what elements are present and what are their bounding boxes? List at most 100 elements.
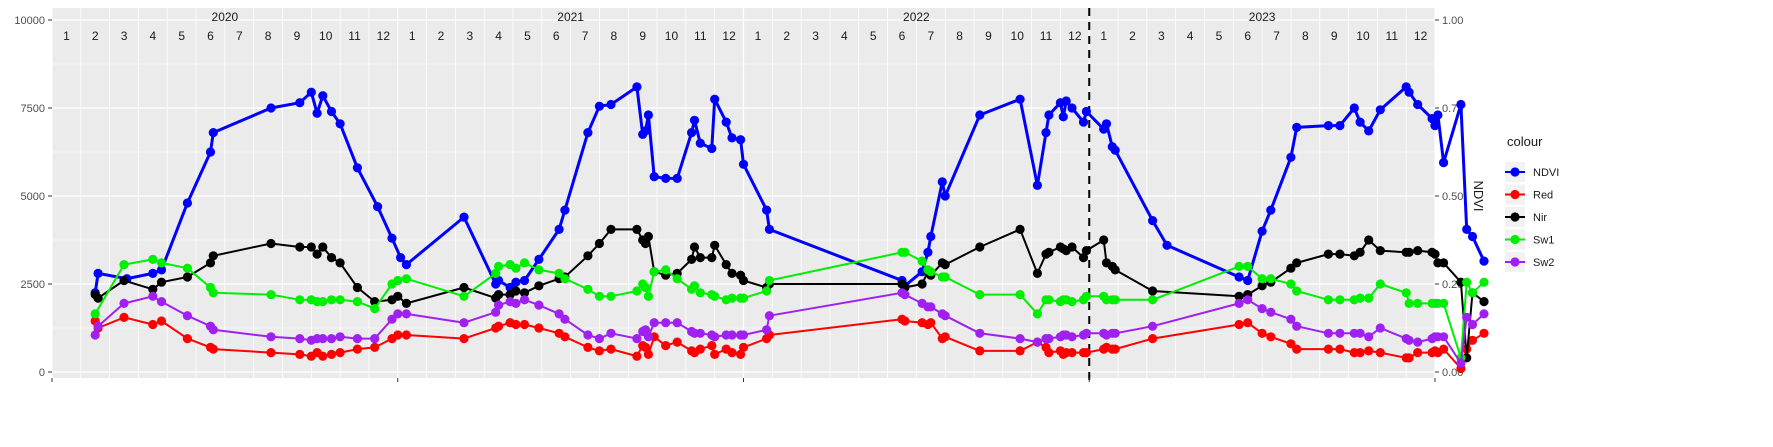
red-point — [318, 351, 328, 361]
nir-point — [511, 286, 521, 296]
sw1-point — [352, 297, 362, 307]
sw2-point — [640, 325, 651, 335]
red-point — [710, 349, 720, 359]
sw2-point — [1266, 307, 1276, 317]
ndvi-point — [318, 91, 328, 101]
ndvi-point — [1479, 256, 1489, 266]
sw2-point — [1234, 298, 1244, 308]
nir-point — [1099, 235, 1109, 245]
sw1-point — [459, 291, 469, 301]
sw2-point — [208, 325, 218, 335]
sw2-point — [1364, 332, 1374, 342]
legend-key-point-sw2 — [1510, 257, 1520, 267]
ndvi-point — [583, 128, 593, 138]
left-tick-label: 0 — [39, 367, 45, 379]
sw2-point — [511, 298, 521, 308]
ndvi-point — [148, 268, 158, 278]
sw1-point — [900, 247, 910, 257]
nir-point — [1257, 281, 1267, 291]
nir-point — [534, 281, 544, 291]
ndvi-point — [1433, 110, 1443, 120]
red-point — [459, 334, 469, 344]
sw1-point — [640, 282, 651, 293]
nir-point — [1286, 263, 1296, 273]
ndvi-point — [736, 135, 746, 145]
sw1-point — [119, 260, 129, 270]
nir-point — [318, 242, 328, 252]
nir-point — [1234, 291, 1244, 301]
legend-key-point-nir — [1510, 212, 1520, 222]
legend-label-ndvi: NDVI — [1533, 167, 1559, 179]
sw2-point — [727, 330, 737, 340]
ndvi-point — [1467, 231, 1478, 242]
month-label: 2 — [1129, 29, 1136, 43]
left-tick-label: 10000 — [14, 15, 45, 27]
ndvi-point — [695, 138, 705, 148]
sw1-point — [689, 281, 700, 291]
ndvi-point — [1257, 226, 1267, 236]
ndvi-point — [1323, 121, 1333, 131]
sw1-point — [1257, 274, 1267, 284]
sw2-point — [1462, 312, 1472, 322]
red-point — [335, 348, 345, 358]
sw1-point — [1081, 291, 1091, 301]
red-point — [352, 344, 362, 354]
month-label: 7 — [236, 29, 243, 43]
sw1-point — [738, 293, 749, 303]
nir-point — [1430, 249, 1440, 259]
red-point — [1286, 339, 1296, 349]
ndvi-point — [687, 128, 697, 138]
series-group — [90, 82, 1489, 374]
nir-point — [93, 293, 103, 303]
left-tick-label: 5000 — [21, 191, 45, 203]
nir-point — [208, 251, 218, 261]
sw2-point — [661, 318, 671, 328]
ndvi-point — [401, 260, 411, 270]
nir-point — [727, 268, 737, 278]
month-label: 4 — [495, 29, 502, 43]
nir-point — [707, 253, 717, 263]
sw2-point — [583, 330, 593, 340]
sw1-point — [926, 267, 936, 277]
ndvi-point — [940, 191, 950, 201]
month-label: 11 — [1040, 29, 1053, 43]
nir-point — [1078, 253, 1089, 263]
nir-point — [917, 279, 927, 289]
sw2-point — [710, 332, 720, 342]
left-axis: 0 2500 5000 7500 10000 — [14, 15, 52, 379]
month-label: 7 — [582, 29, 589, 43]
ndvi-point — [534, 254, 544, 264]
ndvi-point — [1078, 117, 1089, 127]
ndvi-point — [672, 173, 682, 183]
ndvi-point — [1234, 272, 1244, 282]
sw1-point — [917, 256, 927, 266]
sw2-point — [1044, 334, 1054, 344]
legend-label-nir: Nir — [1533, 212, 1547, 224]
sw2-point — [156, 297, 167, 307]
sw1-point — [940, 272, 950, 282]
red-point — [1375, 348, 1385, 358]
sw1-point — [156, 258, 167, 268]
nir-point — [1439, 258, 1449, 268]
red-point — [1364, 346, 1374, 356]
ndvi-point — [1041, 128, 1051, 138]
sw1-point — [1292, 286, 1302, 296]
ndvi-point — [689, 115, 700, 125]
sw2-point — [695, 328, 705, 338]
nir-point — [352, 282, 362, 293]
month-label: 3 — [812, 29, 819, 43]
sw1-point — [182, 263, 192, 273]
month-label: 3 — [466, 29, 473, 43]
month-label: 8 — [265, 29, 272, 43]
sw1-point — [1015, 290, 1025, 300]
red-point — [156, 316, 167, 326]
sw2-point — [1467, 319, 1478, 330]
red-point — [1439, 344, 1449, 354]
ndvi-point — [1404, 87, 1414, 97]
sw1-point — [1067, 297, 1077, 307]
nir-point — [494, 290, 504, 300]
series-sw1 — [90, 247, 1489, 363]
red-point — [326, 349, 337, 359]
nir-point — [266, 238, 276, 249]
sw1-point — [554, 268, 564, 278]
